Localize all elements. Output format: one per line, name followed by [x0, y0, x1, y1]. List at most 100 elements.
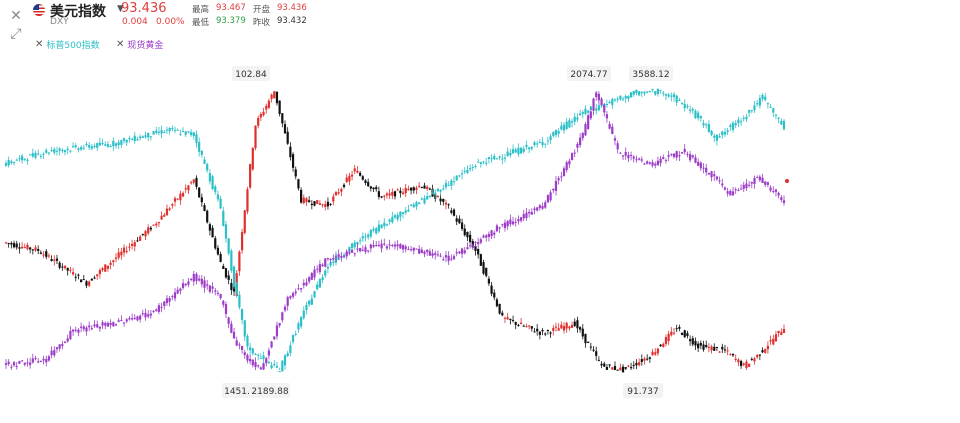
candle-body	[104, 264, 107, 272]
candle-body	[436, 254, 440, 256]
low-label: 最低	[192, 18, 210, 28]
candle-body	[600, 105, 603, 107]
candle-body	[227, 238, 230, 254]
candle-body	[18, 247, 21, 249]
candle-body	[77, 148, 80, 150]
high-label: 最高	[192, 5, 210, 15]
legend-label-gold[interactable]: 现货黄金	[127, 41, 164, 51]
candle-body	[479, 254, 482, 266]
candle-body	[514, 149, 517, 153]
candle-body	[313, 201, 316, 206]
candle-body	[452, 209, 456, 216]
candle-body	[171, 296, 174, 298]
candle-body	[310, 273, 313, 280]
candle-body	[748, 363, 751, 367]
candle-body	[667, 94, 670, 97]
candle-body	[401, 212, 405, 214]
candle-body	[503, 222, 507, 228]
candle-body	[780, 332, 783, 335]
candle-body	[350, 243, 354, 249]
candle-body	[579, 137, 582, 146]
candle-body	[273, 363, 276, 365]
candle-body	[332, 196, 335, 202]
candle-body	[372, 228, 375, 231]
candle-body	[393, 244, 397, 247]
candle-body	[391, 245, 394, 247]
expand-arrows-icon[interactable]: ⤢	[10, 26, 22, 42]
candle-body	[82, 147, 85, 149]
candle-body	[482, 161, 485, 163]
candle-body	[748, 110, 751, 113]
candle-body	[136, 316, 139, 321]
candle-body	[66, 267, 69, 271]
candle-body	[372, 187, 375, 190]
candle-body	[80, 279, 83, 283]
candle-body	[546, 195, 550, 203]
candle-body	[565, 322, 568, 329]
candle-body	[780, 120, 783, 125]
candle-body	[689, 154, 692, 161]
candle-body	[764, 96, 767, 101]
candle-body	[42, 358, 45, 361]
candle-body	[152, 131, 155, 135]
candle-body	[190, 132, 193, 136]
remove-series-close-icon[interactable]: ✕	[116, 39, 125, 50]
candle-body	[447, 184, 450, 186]
candle-body	[632, 90, 635, 95]
candle-body	[407, 249, 410, 251]
candle-body	[181, 192, 185, 197]
legend-label-spx[interactable]: 标普500指数	[46, 41, 100, 51]
candle-body	[702, 344, 705, 350]
candle-body	[47, 152, 51, 154]
symbol-name[interactable]: 美元指数	[50, 4, 106, 20]
candle-body	[270, 94, 273, 99]
candle-body	[369, 186, 372, 189]
candle-body	[45, 251, 48, 257]
candle-body	[565, 121, 568, 129]
candle-body	[780, 197, 783, 201]
candle-body	[493, 232, 496, 235]
candle-body	[764, 349, 767, 353]
candle-body	[697, 112, 700, 119]
candle-body	[525, 212, 528, 219]
candle-body	[581, 133, 584, 139]
candle-body	[96, 274, 99, 277]
candle-body	[39, 361, 42, 363]
close-icon[interactable]: ✕	[10, 8, 22, 24]
callout-label: 2074.77	[570, 70, 607, 80]
candle-body	[426, 186, 429, 189]
candle-body	[316, 268, 319, 270]
candle-body	[227, 317, 230, 324]
candle-body	[230, 250, 233, 271]
candle-body	[139, 136, 142, 139]
candle-body	[506, 317, 509, 320]
remove-series-close-icon[interactable]: ✕	[35, 39, 44, 50]
candle-body	[460, 248, 464, 254]
candle-body	[603, 363, 606, 367]
candle-body	[198, 187, 201, 198]
candle-body	[98, 142, 101, 146]
candle-body	[147, 314, 150, 317]
candle-body	[710, 346, 713, 351]
candle-body	[643, 358, 646, 361]
candle-body	[774, 114, 778, 116]
candle-body	[47, 356, 51, 361]
candle-body	[678, 326, 681, 329]
candle-body	[340, 256, 343, 258]
candle-body	[388, 193, 391, 196]
caret-down-icon[interactable]: ▼	[117, 4, 124, 14]
candle-body	[651, 162, 654, 166]
candle-body	[769, 106, 772, 108]
candle-body	[31, 249, 34, 251]
candle-body	[168, 208, 171, 210]
candle-body	[208, 173, 211, 182]
candle-body	[477, 248, 480, 255]
candle-body	[739, 361, 743, 366]
candle-body	[552, 132, 555, 136]
candle-body	[471, 245, 474, 247]
candle-body	[367, 250, 370, 252]
price-change: 0.004	[122, 17, 148, 27]
candle-body	[125, 250, 128, 252]
candle-body	[45, 150, 48, 153]
